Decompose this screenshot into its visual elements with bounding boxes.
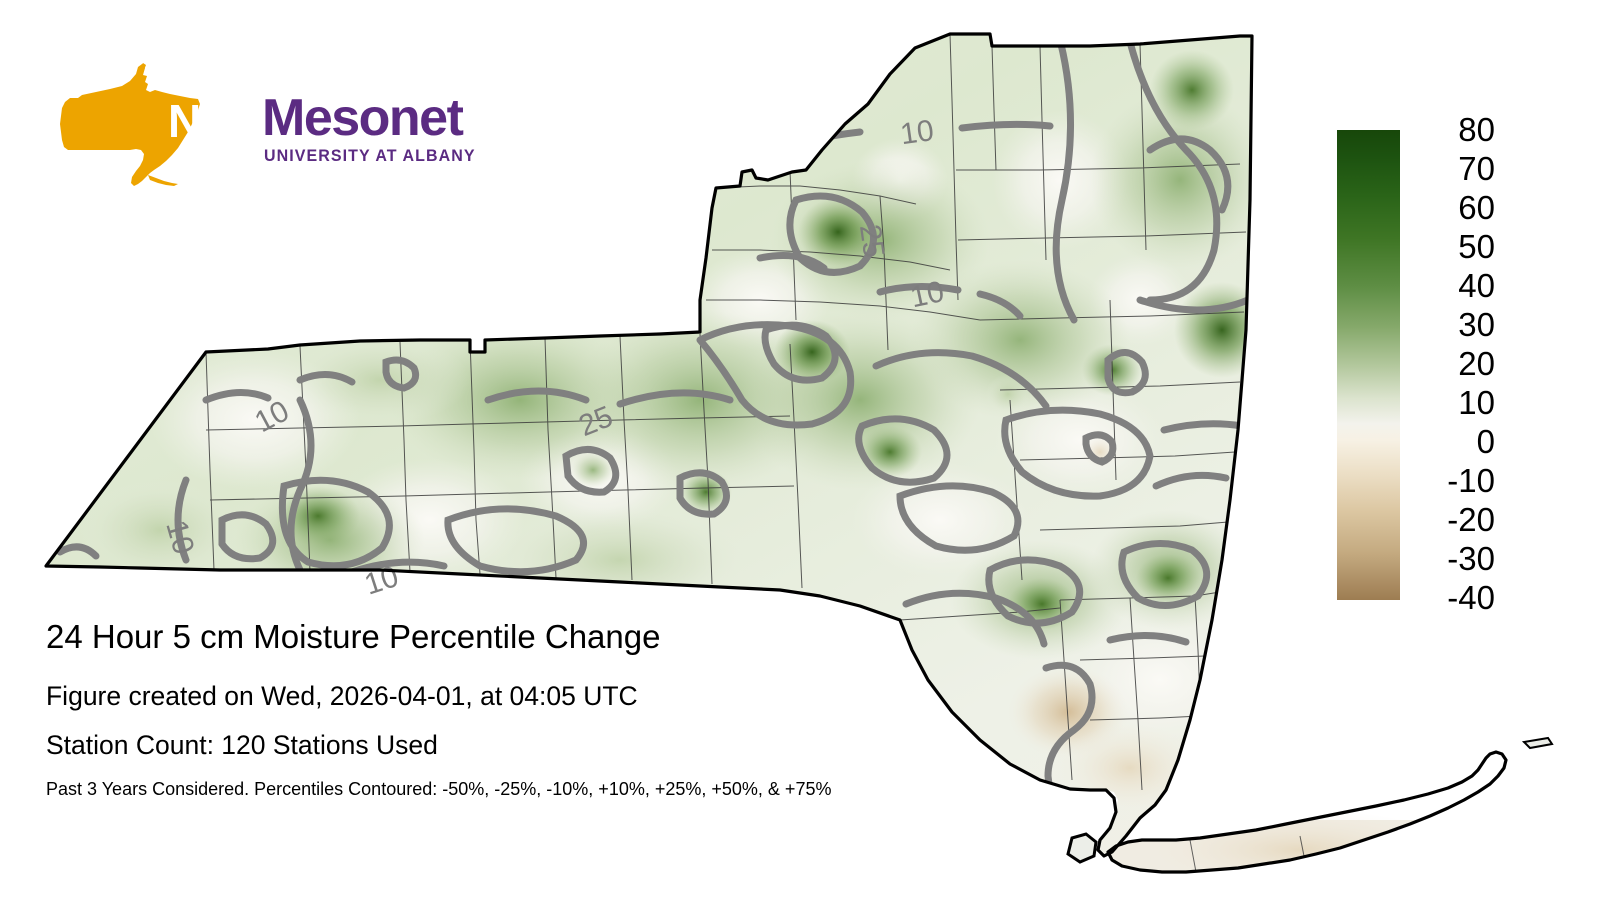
colorbar-tick-0: 0 xyxy=(1476,423,1495,460)
county-boundaries xyxy=(205,34,1247,791)
station-count-line: Station Count: 120 Stations Used xyxy=(46,729,438,760)
colorbar-tick-neg20: -20 xyxy=(1447,501,1495,538)
state-outline xyxy=(44,32,1254,858)
colorbar-tick-20: 20 xyxy=(1458,345,1495,382)
colorbar-tick-10: 10 xyxy=(1458,384,1495,421)
long-island-outline xyxy=(1106,750,1508,874)
colorbar-gradient xyxy=(1337,130,1400,600)
staten-island-outline xyxy=(1066,832,1098,864)
contour-levels-footnote: Past 3 Years Considered. Percentiles Con… xyxy=(46,779,832,799)
figure-title: 24 Hour 5 cm Moisture Percentile Change xyxy=(46,618,661,655)
colorbar-tick-30: 30 xyxy=(1458,306,1495,343)
colorbar-tick-neg10: -10 xyxy=(1447,462,1495,499)
svg-text:10: 10 xyxy=(898,114,936,151)
contour-lines xyxy=(56,36,1252,818)
colorbar-tick-40: 40 xyxy=(1458,267,1495,304)
colorbar-tick-70: 70 xyxy=(1458,150,1495,187)
logo-text-mesonet: Mesonet xyxy=(262,89,464,147)
map-canvas: 10 25 10 25 10 10 10 xyxy=(44,32,1554,874)
colorbar-tick-labels: 80 70 60 50 40 30 20 10 0 -10 -20 -30 -4… xyxy=(1409,113,1509,618)
logo-text-nys: NYS xyxy=(168,95,261,147)
nys-mesonet-logo: NYS Mesonet UNIVERSITY AT ALBANY xyxy=(52,62,475,187)
colorbar: 80 70 60 50 40 30 20 10 0 -10 -20 -30 -4… xyxy=(1337,113,1567,614)
caption-block: 24 Hour 5 cm Moisture Percentile Change … xyxy=(46,620,1116,798)
colorbar-tick-neg30: -30 xyxy=(1447,540,1495,577)
fishers-island-outline xyxy=(1521,736,1554,750)
colorbar-tick-50: 50 xyxy=(1458,228,1495,265)
logo-text-university: UNIVERSITY AT ALBANY xyxy=(264,147,476,165)
colorbar-tick-neg40: -40 xyxy=(1447,579,1495,616)
new-york-state-silhouette-icon xyxy=(60,63,200,186)
colorbar-tick-80: 80 xyxy=(1458,111,1495,148)
svg-text:10: 10 xyxy=(907,275,947,314)
figure-created-timestamp: Figure created on Wed, 2026-04-01, at 04… xyxy=(46,681,638,711)
svg-text:25: 25 xyxy=(853,222,890,260)
colorbar-tick-60: 60 xyxy=(1458,189,1495,226)
